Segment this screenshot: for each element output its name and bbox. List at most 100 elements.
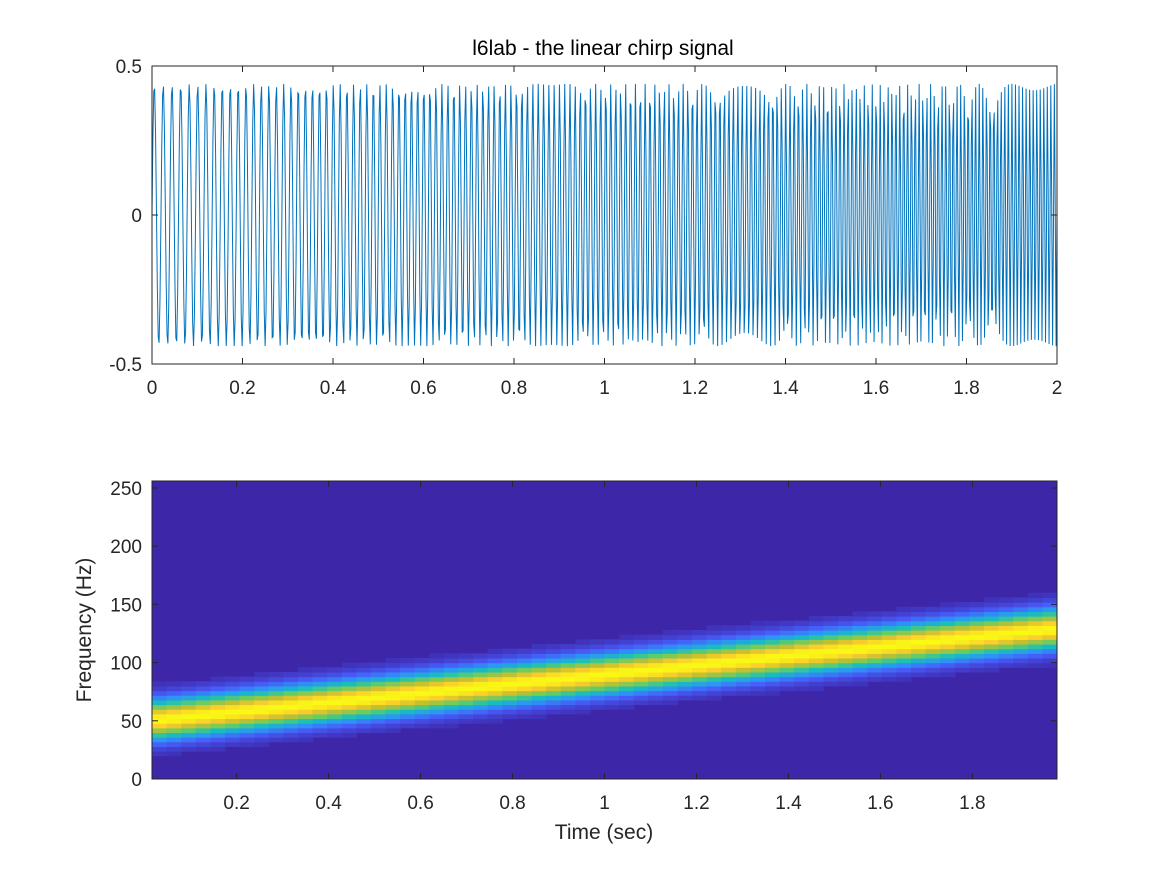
spectrogram-cell [677,639,693,645]
spectrogram-cell [181,741,197,748]
spectrogram-cell [1042,606,1057,612]
spectrogram-cell [385,681,401,687]
spectrogram-cell [648,690,664,696]
x-tick-label: 1.6 [863,378,889,399]
spectrogram-cell [648,662,664,668]
spectrogram-cell [648,643,664,650]
spectrogram-cell [633,643,649,650]
spectrogram-cell [984,643,1000,650]
spectrogram-cell [210,732,226,738]
spectrogram-cell [808,676,825,682]
spectrogram-cell [779,648,795,654]
spectrogram-cell [560,657,576,664]
spectrogram-cell [706,685,722,692]
spectrogram-cell [633,685,649,692]
x-tick-label: 1.8 [959,793,985,814]
spectrogram-cell [765,681,781,687]
spectrogram-cell [516,662,533,668]
spectrogram-cell [239,690,255,696]
spectrogram-cell [531,685,547,692]
spectrogram-cell [239,732,255,738]
spectrogram-cell [750,676,766,682]
spectrogram-cell [531,709,547,715]
spectrogram-cell [166,741,182,748]
spectrogram-cell [575,685,591,692]
spectrogram-cell [473,685,489,692]
spectrogram-cell [195,690,211,696]
spectrogram-cell [896,676,912,682]
spectrogram-cell [765,648,781,654]
spectrogram-cell [954,662,971,668]
spectrogram-cell [604,695,620,701]
spectrogram-cell [283,727,299,734]
spectrogram-cell [546,667,562,673]
waveform-axes: l6lab - the linear chirp signal 0 0.2 0.4 0… [109,37,1062,399]
spectrogram-axes: 0.2 0.4 0.6 0.8 1 1.2 1.4 1.6 1.8 0 50 100 150 200 25… [73,479,1058,844]
spectrogram-cell [1027,616,1044,622]
spectrogram-cell [604,704,620,710]
spectrogram-cell [852,648,868,654]
spectrogram-cell [429,704,445,710]
spectrogram-cell [385,723,401,729]
spectrogram-cell [881,676,898,682]
spectrogram-cell [765,625,781,631]
x-tick-label: 1.2 [682,378,708,399]
spectrogram-cell [400,713,416,720]
spectrogram-cell [181,746,197,752]
spectrogram-cell [166,685,182,692]
spectrogram-cell [779,643,795,650]
spectrogram-cell [443,685,460,692]
spectrogram-cell [312,709,328,715]
spectrogram-cell [692,681,708,687]
spectrogram-cell [429,723,445,729]
spectrogram-cell [794,662,810,668]
spectrogram-cell [414,681,430,687]
spectrogram-cell [692,695,708,701]
spectrogram-cell [297,713,314,720]
spectrogram-cell [560,648,576,654]
spectrogram-cell [1013,630,1029,636]
spectrogram-cell [677,676,693,682]
spectrogram-cell [487,685,503,692]
spectrogram-cell [911,643,927,650]
spectrogram-cell [969,620,985,626]
spectrogram-cell [838,634,854,640]
spectrogram-cell [516,648,533,654]
spectrogram-cell [896,653,912,659]
spectrogram-cell [867,643,883,650]
spectrogram-cell [356,676,372,682]
spectrogram-cell [560,704,576,710]
spectrogram-cell [954,634,971,640]
spectrogram-cell [341,685,357,692]
spectrogram-cell [502,671,518,678]
spectrogram-cell [1013,643,1029,650]
spectrogram-cell [487,690,503,696]
spectrogram-cell [648,699,664,706]
spectrogram-cell [852,620,868,626]
spectrogram-cell [954,611,971,617]
spectrogram-cell [735,634,752,640]
spectrogram-y-label: Frequency (Hz) [73,558,96,703]
spectrogram-cell [619,657,635,664]
spectrogram-cell [575,648,591,654]
spectrogram-cell [181,732,197,738]
x-tick-label: 0.2 [229,378,255,399]
spectrogram-cell [662,630,679,636]
spectrogram-cell [925,611,941,617]
spectrogram-cell [429,676,445,682]
spectrogram-cell [283,695,299,701]
spectrogram-cell [779,681,795,687]
spectrogram-cell [473,681,489,687]
spectrogram-cell [181,713,197,720]
spectrogram-cell [765,634,781,640]
spectrogram-cell [750,630,766,636]
spectrogram-cell [692,690,708,696]
spectrogram-cell [312,718,328,724]
spectrogram-cell [400,723,416,729]
waveform-title: l6lab - the linear chirp signal [472,37,733,60]
spectrogram-cell [808,643,825,650]
spectrogram-cell [823,653,839,659]
spectrogram-cell [370,695,387,701]
spectrogram-cell [765,676,781,682]
spectrogram-cell [838,657,854,664]
